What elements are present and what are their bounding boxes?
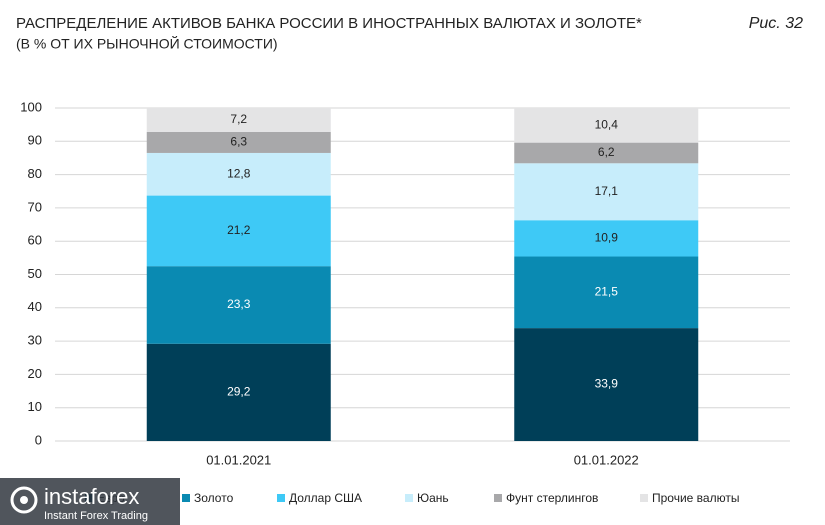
- data-label: 6,2: [598, 145, 615, 159]
- legend-label: Золото: [194, 491, 234, 505]
- y-tick-label: 0: [35, 432, 42, 447]
- x-tick-label: 01.01.2022: [574, 452, 639, 467]
- watermark: instaforex Instant Forex Trading: [0, 478, 180, 525]
- bar-segment: [514, 108, 699, 143]
- chart-title: РАСПРЕДЕЛЕНИЕ АКТИВОВ БАНКА РОССИИ В ИНО…: [16, 15, 642, 32]
- y-tick-label: 60: [28, 233, 42, 248]
- watermark-tagline: Instant Forex Trading: [44, 510, 148, 522]
- data-label: 23,3: [227, 297, 251, 311]
- watermark-bg: [0, 478, 180, 525]
- data-label: 10,9: [595, 231, 619, 245]
- data-label: 29,2: [227, 385, 251, 399]
- y-tick-label: 50: [28, 266, 42, 281]
- data-label: 21,5: [595, 284, 619, 298]
- y-tick-label: 40: [28, 299, 42, 314]
- bar-segment: [146, 152, 331, 196]
- watermark-icon: [10, 486, 38, 514]
- legend-swatch: [405, 494, 413, 502]
- bar-segment: [514, 142, 699, 164]
- watermark-icon: [20, 496, 28, 504]
- plot-area: 0 10 20 30 40 50 60 70 80 90 100 29,2 23,3 21,2 12,8 6,…: [20, 99, 790, 467]
- y-tick-label: 90: [28, 133, 42, 148]
- x-tick-label: 01.01.2021: [206, 452, 271, 467]
- data-label: 7,2: [230, 112, 247, 126]
- watermark-brand: instaforex: [44, 484, 139, 509]
- y-tick-label: 10: [28, 399, 42, 414]
- bar-segment: [146, 343, 331, 441]
- bar-segment: [514, 256, 699, 329]
- bar-segment: [514, 163, 699, 221]
- bar-segment: [146, 108, 331, 132]
- y-tick-label: 80: [28, 166, 42, 181]
- legend-label: Прочие валюты: [652, 491, 739, 505]
- y-tick-label: 20: [28, 366, 42, 381]
- legend-swatch: [494, 494, 502, 502]
- data-label: 17,1: [595, 184, 619, 198]
- data-label: 33,9: [595, 377, 619, 391]
- legend-label: Юань: [417, 491, 449, 505]
- data-label: 10,4: [595, 117, 619, 131]
- figure-label: Рис. 32: [749, 15, 803, 32]
- y-tick-label: 100: [20, 99, 42, 114]
- y-tick-label: 30: [28, 333, 42, 348]
- legend-swatch: [182, 494, 190, 502]
- bar-segment: [514, 220, 699, 257]
- data-label: 21,2: [227, 223, 251, 237]
- legend-swatch: [640, 494, 648, 502]
- bar-segment: [146, 195, 331, 267]
- bar-segment: [514, 328, 699, 441]
- data-label: 12,8: [227, 166, 251, 180]
- legend-label: Фунт стерлингов: [506, 491, 598, 505]
- data-label: 6,3: [230, 135, 247, 149]
- bar-segment: [146, 131, 331, 153]
- bar-segment: [146, 266, 331, 344]
- legend-swatch: [277, 494, 285, 502]
- legend-label: Доллар США: [289, 491, 362, 505]
- y-tick-label: 70: [28, 199, 42, 214]
- chart-subtitle: (В % ОТ ИХ РЫНОЧНОЙ СТОИМОСТИ): [16, 35, 278, 52]
